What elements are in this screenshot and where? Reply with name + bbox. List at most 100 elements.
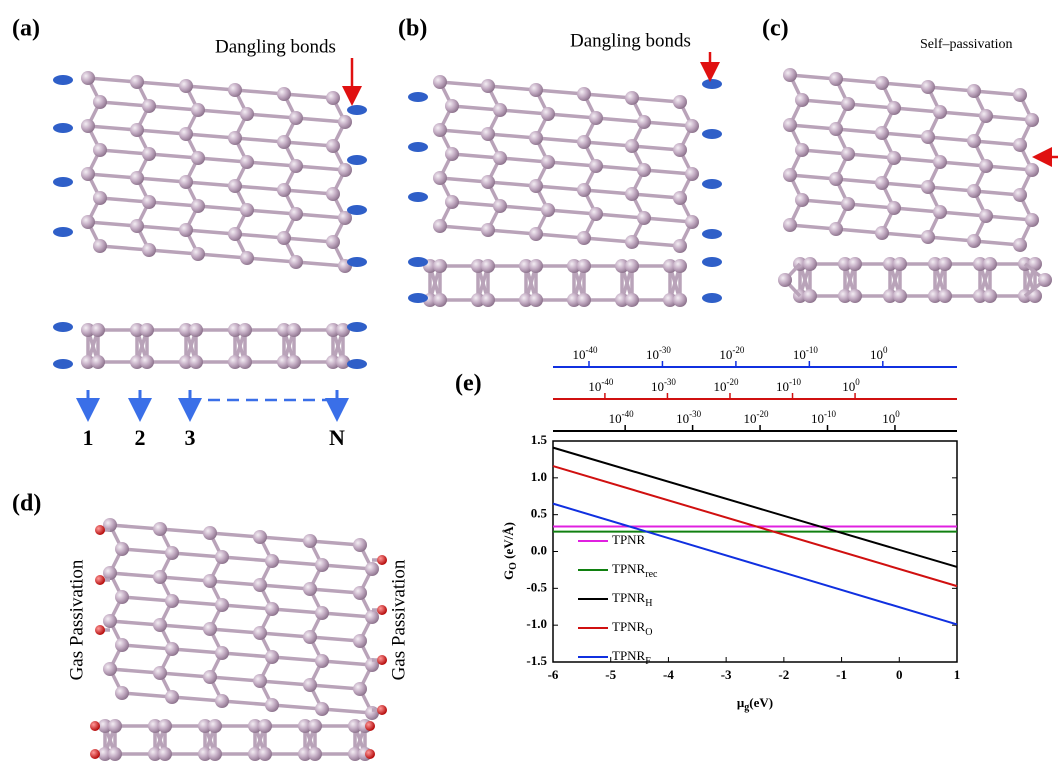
atom: [445, 147, 459, 161]
atom: [875, 226, 889, 240]
tick-base: 10: [713, 379, 726, 394]
bond: [247, 114, 296, 118]
atom: [326, 187, 340, 201]
tick-base: 10: [651, 379, 664, 394]
atom: [90, 721, 100, 731]
tick-base: 10: [588, 379, 601, 394]
bond: [322, 709, 372, 713]
atom: [265, 650, 279, 664]
atom: [203, 526, 217, 540]
legend-name: TPNR: [612, 619, 646, 634]
atom: [979, 159, 993, 173]
bond: [247, 162, 296, 166]
bond: [310, 637, 360, 641]
atom: [179, 79, 193, 93]
atom: [933, 155, 947, 169]
bond: [488, 230, 536, 234]
dangling-bond: [347, 105, 367, 115]
dangling-bond: [702, 229, 722, 239]
atom: [625, 91, 639, 105]
pressure-tick-label: 10-40: [572, 345, 597, 362]
bond: [122, 597, 172, 601]
bond: [122, 693, 172, 697]
atom: [203, 622, 217, 636]
atom: [308, 747, 322, 761]
bond: [644, 122, 692, 126]
dangling-bond: [53, 227, 73, 237]
pressure-tick-label: 10-30: [646, 345, 671, 362]
atom: [625, 235, 639, 249]
annotation: Dangling bonds: [215, 36, 336, 57]
bond: [536, 186, 584, 190]
atom: [848, 257, 862, 271]
panel-label: (c): [762, 16, 789, 42]
atom: [179, 175, 193, 189]
tick-exponent: -30: [659, 345, 671, 355]
dangling-bond: [347, 322, 367, 332]
atom: [887, 101, 901, 115]
atom: [91, 355, 105, 369]
atom: [115, 590, 129, 604]
bond: [235, 138, 284, 142]
atom: [108, 719, 122, 733]
bond: [296, 214, 345, 218]
bond: [100, 102, 149, 106]
bond: [596, 166, 644, 170]
atom: [921, 130, 935, 144]
bond: [310, 589, 360, 593]
atom: [140, 323, 154, 337]
bond: [632, 242, 680, 246]
tick-exponent: 0: [895, 409, 900, 419]
bond: [149, 106, 198, 110]
dangling-bond: [53, 322, 73, 332]
bond: [632, 98, 680, 102]
chain-label: N: [329, 425, 345, 450]
bond: [536, 138, 584, 142]
bond: [222, 605, 272, 609]
legend-name: TPNR: [612, 648, 646, 663]
bond: [110, 621, 160, 625]
atom: [938, 289, 952, 303]
bond: [284, 190, 333, 194]
atom: [803, 257, 817, 271]
atom: [253, 674, 267, 688]
atom: [841, 97, 855, 111]
atom: [1025, 163, 1039, 177]
atom: [377, 605, 387, 615]
atom: [130, 123, 144, 137]
atom: [115, 686, 129, 700]
bond: [548, 210, 596, 214]
tick-exponent: 0: [855, 377, 860, 387]
atom: [893, 257, 907, 271]
x-tick-label: -1: [836, 667, 847, 682]
bond: [596, 214, 644, 218]
bond: [440, 130, 488, 134]
atom: [493, 151, 507, 165]
legend-sub: F: [645, 656, 651, 667]
atom: [90, 749, 100, 759]
tick-exponent: -20: [726, 377, 738, 387]
bond: [172, 697, 222, 701]
atom: [165, 546, 179, 560]
bond: [222, 653, 272, 657]
pressure-tick-label: 100: [882, 409, 900, 426]
bond: [172, 601, 222, 605]
bond: [310, 685, 360, 689]
x-tick-label: -3: [721, 667, 732, 682]
atom: [625, 259, 639, 273]
atom: [529, 179, 543, 193]
dangling-bond: [408, 293, 428, 303]
bond: [296, 262, 345, 266]
atom: [493, 199, 507, 213]
panel-label: (e): [455, 371, 482, 397]
atom: [921, 230, 935, 244]
atom: [625, 293, 639, 307]
atom: [365, 610, 379, 624]
bond: [110, 525, 160, 529]
dangling-bond: [347, 257, 367, 267]
pressure-tick-label: 10-20: [713, 377, 738, 394]
bond: [198, 110, 247, 114]
atom: [153, 570, 167, 584]
bond: [100, 150, 149, 154]
tick-base: 10: [870, 347, 883, 362]
